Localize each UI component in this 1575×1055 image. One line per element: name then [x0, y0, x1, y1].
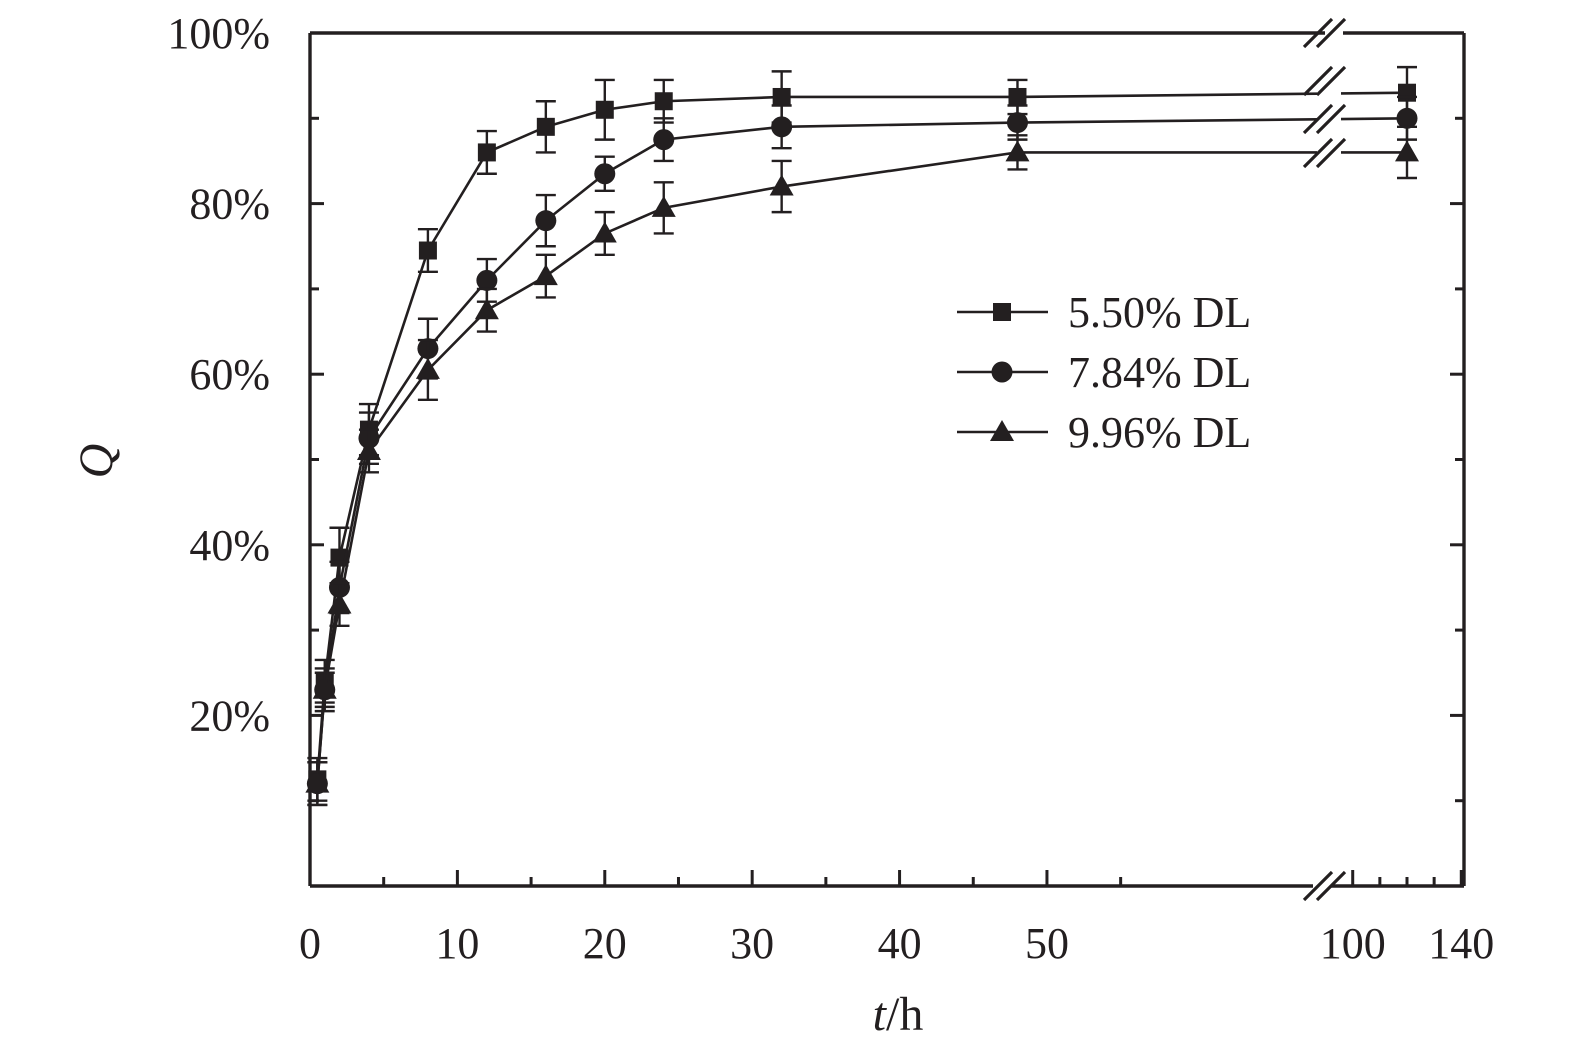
legend-marker-triangle: [990, 420, 1014, 441]
data-point-square: [1008, 87, 1027, 106]
axis-break-mark: [1315, 137, 1347, 169]
axis-break-mark: [1315, 17, 1347, 49]
y-tick-label: 20%: [189, 691, 270, 740]
legend-entry: 9.96% DL: [957, 408, 1251, 457]
data-point-triangle: [474, 298, 499, 320]
legend-entry: 7.84% DL: [957, 348, 1251, 397]
series-line: [316, 151, 1407, 784]
data-point-circle: [535, 210, 557, 232]
legend-label: 9.96% DL: [1068, 408, 1251, 457]
x-tick-label: 0: [299, 919, 321, 968]
data-point-triangle: [1395, 140, 1419, 162]
data-point-triangle: [533, 264, 558, 286]
data-point-circle: [476, 269, 498, 291]
data-point-square: [536, 117, 555, 136]
x-tick-label: 100: [1320, 919, 1386, 968]
x-axis-title-unit: /h: [886, 988, 923, 1041]
data-point-triangle: [356, 438, 381, 460]
y-tick-label: 80%: [189, 180, 270, 229]
x-tick-label: 30: [730, 919, 774, 968]
data-point-triangle: [415, 357, 440, 379]
data-point-triangle: [327, 592, 352, 614]
data-point-square: [418, 241, 437, 260]
legend: 5.50% DL 7.84% DL 9.96% DL: [957, 288, 1251, 457]
data-point-circle: [653, 129, 675, 151]
x-axis-title-variable: t: [873, 988, 888, 1041]
legend-label: 7.84% DL: [1068, 348, 1251, 397]
x-tick-label: 50: [1025, 919, 1069, 968]
axis-break-mark: [1315, 103, 1347, 135]
axis-break-mark: [1302, 65, 1334, 97]
data-point-triangle: [592, 221, 617, 243]
series-layer: [305, 65, 1419, 807]
axis-break-mark: [1302, 17, 1334, 49]
legend-entry: 5.50% DL: [957, 288, 1251, 337]
y-tick-label: 60%: [189, 350, 270, 399]
data-point-triangle: [769, 174, 794, 196]
data-point-triangle: [1005, 140, 1030, 162]
axis-break-mark: [1315, 65, 1347, 97]
data-point-triangle: [651, 195, 676, 217]
y-tick-label: 100%: [167, 9, 270, 58]
axis-break-mark: [1302, 137, 1334, 169]
data-point-triangle: [305, 771, 330, 793]
data-point-circle: [594, 163, 616, 185]
series-triangle: [305, 125, 1419, 807]
x-tick-label: 40: [878, 919, 922, 968]
data-point-circle: [1006, 112, 1028, 134]
x-tick-label: 20: [583, 919, 627, 968]
y-axis-title: Q: [70, 444, 123, 479]
axis-break-mark: [1302, 870, 1334, 902]
legend-marker-square: [993, 303, 1011, 321]
axes-layer: 20% 40% 60% 80% 100% 0 10 20 30 40 50 100 140: [167, 9, 1494, 968]
axis-break-mark: [1315, 870, 1347, 902]
data-point-square: [595, 100, 614, 119]
legend-marker-circle: [991, 361, 1013, 383]
data-point-triangle: [312, 677, 337, 699]
x-axis-title: t/h: [873, 988, 924, 1041]
y-tick-label: 40%: [189, 521, 270, 570]
data-point-square: [477, 143, 496, 162]
axis-break-mark: [1302, 103, 1334, 135]
data-point-circle: [1396, 107, 1418, 129]
data-point-square: [772, 87, 791, 106]
legend-label: 5.50% DL: [1068, 288, 1251, 337]
x-tick-label: 10: [435, 919, 479, 968]
x-tick-label: 140: [1428, 919, 1494, 968]
data-point-square: [654, 92, 673, 111]
data-point-circle: [771, 116, 793, 138]
